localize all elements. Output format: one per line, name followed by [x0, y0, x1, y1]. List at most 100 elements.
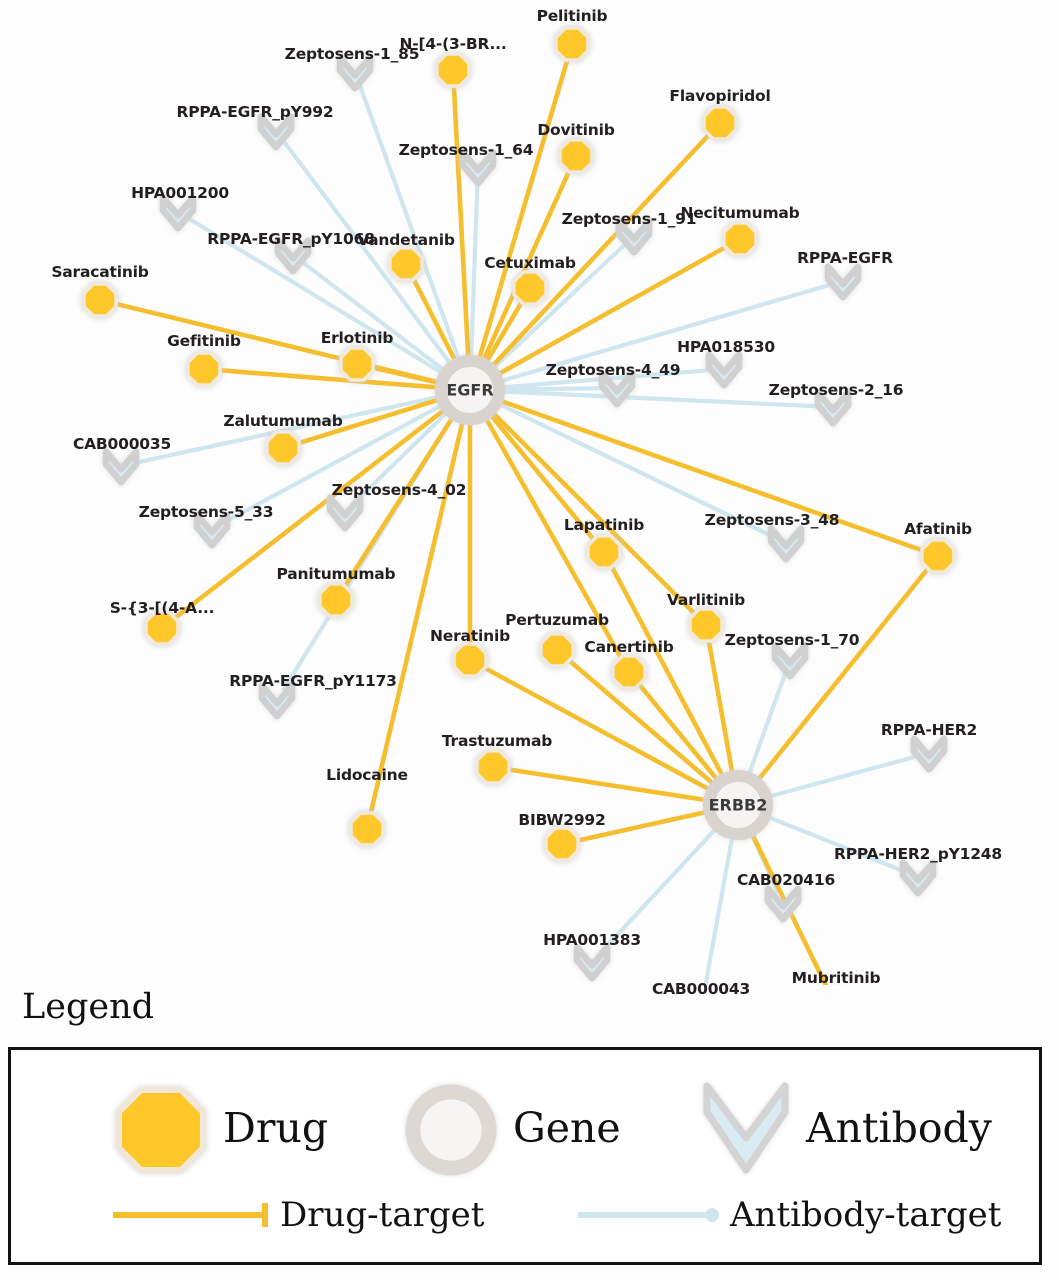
antibody-target-edge — [746, 670, 788, 779]
antibody-node-label: RPPA-EGFR_pY1173 — [229, 672, 397, 690]
drug-target-edge — [488, 131, 713, 371]
antibody-node[interactable] — [771, 642, 809, 680]
drug-node-label: N-[4-(3-BR... — [399, 35, 507, 53]
drug-node[interactable] — [82, 282, 118, 318]
legend-label-drug: Drug — [223, 1103, 329, 1152]
antibody-node[interactable] — [814, 389, 852, 427]
drug-node[interactable] — [388, 246, 424, 282]
drug-target-edge — [171, 405, 449, 622]
antibody-node[interactable] — [615, 218, 653, 256]
antibody-node[interactable] — [274, 237, 312, 275]
drug-node[interactable] — [265, 430, 301, 466]
drug-node-label: Pelitinib — [536, 7, 608, 25]
antibody-target-edge — [763, 814, 909, 875]
drug-node-label: BIBW2992 — [518, 811, 606, 829]
antibody-node[interactable] — [824, 263, 862, 301]
antibody-node[interactable] — [899, 859, 937, 897]
antibody-node[interactable] — [193, 511, 231, 549]
drug-node[interactable] — [558, 138, 594, 174]
drug-node[interactable] — [475, 749, 511, 785]
drug-target-edge — [341, 413, 457, 590]
antibody-node[interactable] — [257, 113, 295, 151]
antibody-target-edge — [764, 754, 919, 800]
drug-node[interactable] — [920, 538, 956, 574]
antibody-node-label: RPPA-HER2 — [880, 721, 978, 739]
drug-node[interactable] — [586, 534, 622, 570]
drug-node[interactable] — [688, 607, 724, 643]
antibody-node[interactable] — [336, 54, 374, 92]
drug-target-edge — [506, 766, 710, 803]
drug-target-edge — [475, 56, 571, 363]
antibody-node[interactable] — [764, 885, 802, 923]
drug-node[interactable] — [539, 632, 575, 668]
antibody-node-label: CAB000035 — [72, 435, 172, 453]
antibody-node-label: Zeptosens-1_85 — [284, 45, 420, 63]
drug-target-edge — [410, 275, 459, 366]
drug-node[interactable] — [435, 52, 471, 88]
drug-target-edge-icon — [113, 1203, 268, 1227]
antibody-node[interactable] — [598, 370, 636, 408]
drug-target-edge — [481, 664, 714, 794]
antibody-node-label: Zeptosens-1_70 — [724, 631, 860, 649]
drug-target-edge — [575, 809, 711, 844]
network-svg — [82, 26, 956, 985]
drug-node[interactable] — [702, 105, 738, 141]
antibody-node[interactable] — [910, 735, 948, 773]
legend-title: Legend — [22, 987, 155, 1027]
drug-target-edge — [566, 657, 718, 788]
drug-node[interactable] — [544, 826, 580, 862]
legend-item-gene: Gene — [401, 1078, 621, 1178]
drug-target-edge — [370, 364, 443, 386]
drug-target-edge — [494, 243, 729, 378]
antibody-node[interactable] — [573, 944, 611, 982]
gene-node[interactable] — [703, 770, 773, 840]
drug-target-edge — [479, 167, 573, 365]
drug-node[interactable] — [611, 654, 647, 690]
drug-target-edge — [608, 563, 727, 781]
drug-node[interactable] — [349, 811, 385, 847]
antibody-node[interactable] — [326, 494, 364, 532]
antibody-target-edge — [496, 282, 833, 384]
drug-node[interactable] — [144, 610, 180, 646]
antibody-node[interactable] — [459, 149, 497, 187]
drug-node[interactable] — [186, 351, 222, 387]
drug-node[interactable] — [554, 26, 590, 62]
gene-node[interactable] — [435, 355, 505, 425]
drug-node-label: Varlitinib — [666, 591, 746, 609]
antibody-target-edge — [281, 139, 455, 369]
drug-node[interactable] — [339, 346, 375, 382]
antibody-node[interactable] — [102, 448, 140, 486]
antibody-node[interactable] — [159, 194, 197, 232]
antibody-node-label: RPPA-EGFR — [797, 249, 893, 267]
drug-node-label: Trastuzumab — [441, 732, 553, 750]
drug-target-edge — [482, 414, 625, 661]
drug-node-label: Mubritinib — [791, 969, 881, 987]
drug-node[interactable] — [452, 642, 488, 678]
antibody-node-label: CAB020416 — [736, 871, 836, 889]
drug-node-label: Pertuzumab — [505, 611, 609, 629]
drug-node-label: Zalutumumab — [223, 412, 343, 430]
drug-octagon-icon — [116, 1087, 206, 1173]
node-layer — [82, 26, 956, 982]
antibody-node[interactable] — [767, 525, 805, 563]
drug-node[interactable] — [512, 270, 548, 306]
drug-node[interactable] — [318, 582, 354, 618]
drug-node-label: Neratinib — [430, 627, 510, 645]
antibody-target-edge — [131, 394, 443, 466]
legend-label-antibody-target: Antibody-target — [730, 1195, 1002, 1235]
antibody-node-label: Zeptosens-3_48 — [704, 511, 840, 529]
drug-node[interactable] — [722, 221, 758, 257]
antibody-target-edge — [221, 402, 446, 525]
antibody-node-label: Zeptosens-4_02 — [331, 481, 467, 499]
drug-node-label: S-{3-[(4-A... — [109, 599, 215, 617]
antibody-node-label: CAB000043 — [651, 980, 751, 998]
legend: Legend Drug Gene Antibody Drug-ta — [0, 985, 1059, 1280]
antibody-node-label: HPA018530 — [677, 338, 775, 356]
antibody-node[interactable] — [258, 682, 296, 720]
legend-label-antibody: Antibody — [806, 1103, 992, 1152]
drug-node-label: Lapatinib — [563, 516, 645, 534]
antibody-node[interactable] — [705, 351, 743, 389]
drug-node-label: Lidocaine — [326, 766, 408, 784]
network-graph-canvas[interactable]: Zeptosens-1_85 RPPA-EGFR_pY992 Zeptosens-1… — [0, 0, 1059, 998]
drug-node-label: Gefitinib — [167, 332, 241, 350]
